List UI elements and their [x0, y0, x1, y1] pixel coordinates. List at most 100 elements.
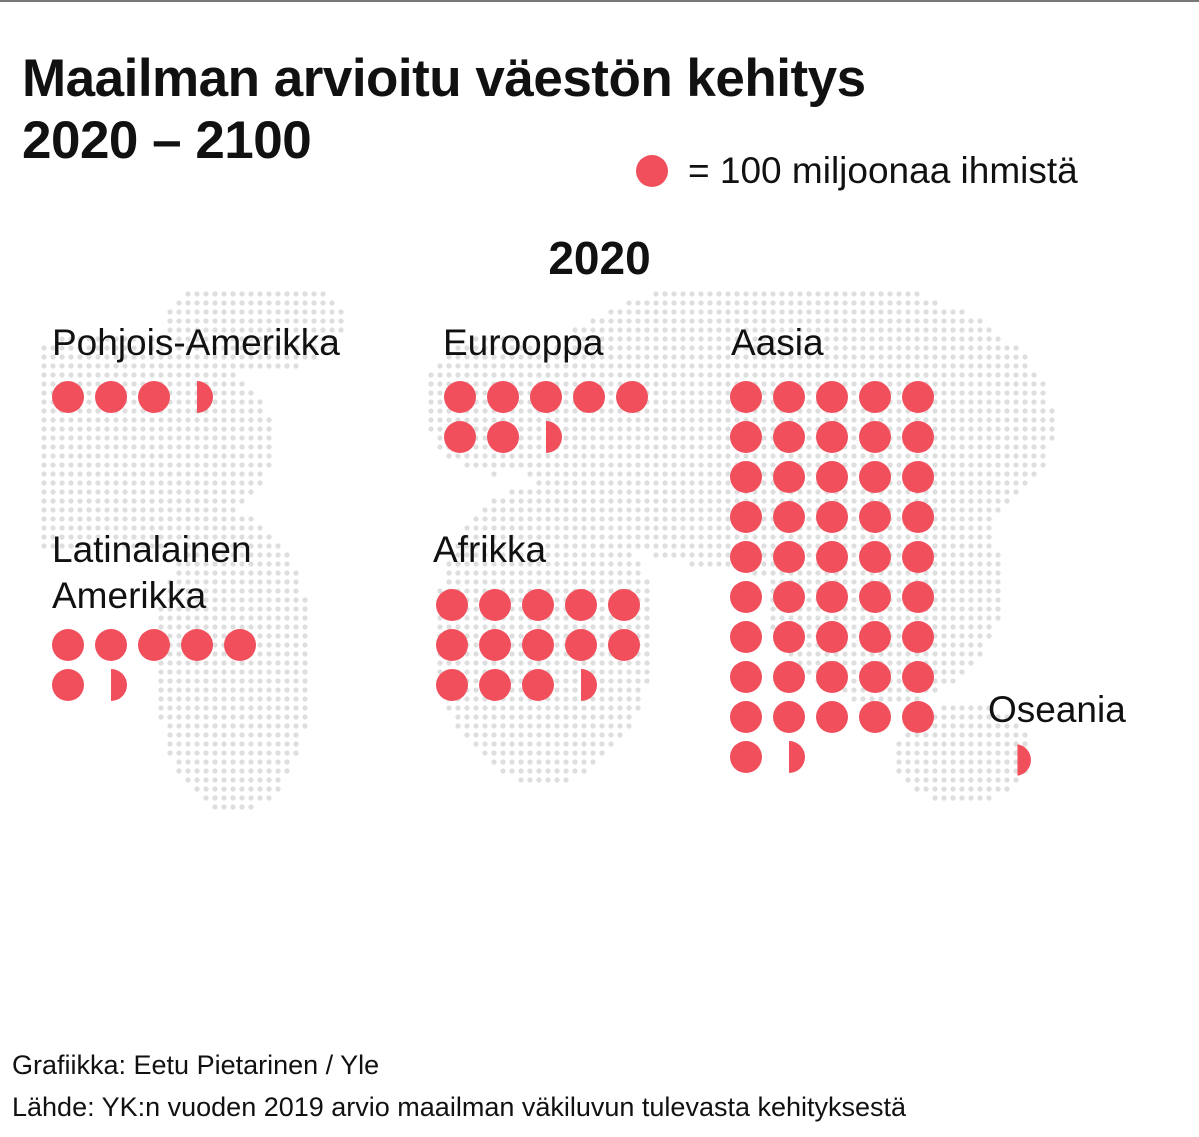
map-dot — [149, 345, 155, 351]
map-dot — [779, 336, 785, 342]
map-dot — [302, 291, 308, 297]
map-dot — [590, 435, 596, 441]
map-dot — [266, 444, 272, 450]
map-dot — [131, 363, 137, 369]
map-dot — [275, 300, 281, 306]
map-dot — [248, 318, 254, 324]
map-dot — [851, 300, 857, 306]
map-dot — [950, 435, 956, 441]
map-dot — [212, 372, 218, 378]
map-dot — [806, 417, 812, 423]
map-dot — [176, 309, 182, 315]
map-dot — [50, 435, 56, 441]
map-dot — [320, 309, 326, 315]
map-dot — [671, 327, 677, 333]
map-dot — [1031, 390, 1037, 396]
map-dot — [977, 390, 983, 396]
map-dot — [842, 291, 848, 297]
map-dot — [887, 408, 893, 414]
map-dot — [734, 345, 740, 351]
map-dot — [644, 345, 650, 351]
map-dot — [914, 336, 920, 342]
map-dot — [572, 327, 578, 333]
map-dot — [635, 327, 641, 333]
map-dot — [203, 291, 209, 297]
map-dot — [104, 354, 110, 360]
map-dot — [95, 426, 101, 432]
dot-aasia — [773, 381, 805, 413]
dot-aasia — [902, 381, 934, 413]
dot-pohjois-amerikka — [52, 381, 84, 413]
dot-latinalainen-amerikka — [138, 629, 170, 661]
map-dot — [446, 354, 452, 360]
map-dot — [617, 426, 623, 432]
map-dot — [806, 354, 812, 360]
map-dot — [572, 381, 578, 387]
map-dot — [806, 426, 812, 432]
map-dot — [851, 417, 857, 423]
map-dot — [77, 417, 83, 423]
map-dot — [338, 309, 344, 315]
dot-latinalainen-amerikka — [95, 629, 127, 661]
map-dot — [716, 363, 722, 369]
dot-afrikka — [522, 669, 554, 701]
map-dot — [1022, 435, 1028, 441]
map-dot — [302, 309, 308, 315]
map-dot — [131, 426, 137, 432]
map-dot — [509, 372, 515, 378]
map-dot — [563, 336, 569, 342]
map-dot — [824, 309, 830, 315]
map-dot — [536, 435, 542, 441]
map-dot — [428, 426, 434, 432]
map-dot — [815, 300, 821, 306]
map-dot — [329, 327, 335, 333]
map-dot — [932, 399, 938, 405]
map-dot — [68, 417, 74, 423]
map-dot — [941, 345, 947, 351]
map-dot — [563, 381, 569, 387]
map-dot — [302, 354, 308, 360]
map-dot — [77, 408, 83, 414]
dot-eurooppa — [530, 381, 562, 413]
map-dot — [671, 408, 677, 414]
dot-aasia — [730, 741, 762, 773]
map-dot — [716, 390, 722, 396]
map-dot — [590, 318, 596, 324]
map-dot — [320, 336, 326, 342]
map-dot — [320, 345, 326, 351]
map-dot — [599, 327, 605, 333]
map-dot — [113, 426, 119, 432]
map-dot — [887, 381, 893, 387]
map-dot — [599, 363, 605, 369]
dot-afrikka — [436, 629, 468, 661]
map-dot — [230, 327, 236, 333]
map-dot — [896, 300, 902, 306]
map-dot — [1049, 426, 1055, 432]
map-dot — [491, 417, 497, 423]
map-dot — [896, 381, 902, 387]
map-dot — [725, 327, 731, 333]
map-dot — [698, 318, 704, 324]
map-dot — [203, 363, 209, 369]
map-dot — [104, 363, 110, 369]
map-dot — [563, 408, 569, 414]
map-dot — [1031, 381, 1037, 387]
dot-pohjois-amerikka — [95, 381, 127, 413]
map-dot — [167, 435, 173, 441]
map-dot — [698, 399, 704, 405]
map-dot — [860, 345, 866, 351]
map-dot — [482, 399, 488, 405]
map-dot — [824, 291, 830, 297]
map-dot — [698, 417, 704, 423]
map-dot — [626, 354, 632, 360]
map-dot — [491, 363, 497, 369]
map-dot — [185, 327, 191, 333]
map-dot — [482, 390, 488, 396]
map-dot — [707, 381, 713, 387]
map-dot — [860, 318, 866, 324]
map-dot — [545, 354, 551, 360]
map-dot — [860, 327, 866, 333]
map-dot — [617, 336, 623, 342]
map-dot — [932, 417, 938, 423]
map-dot — [1004, 390, 1010, 396]
